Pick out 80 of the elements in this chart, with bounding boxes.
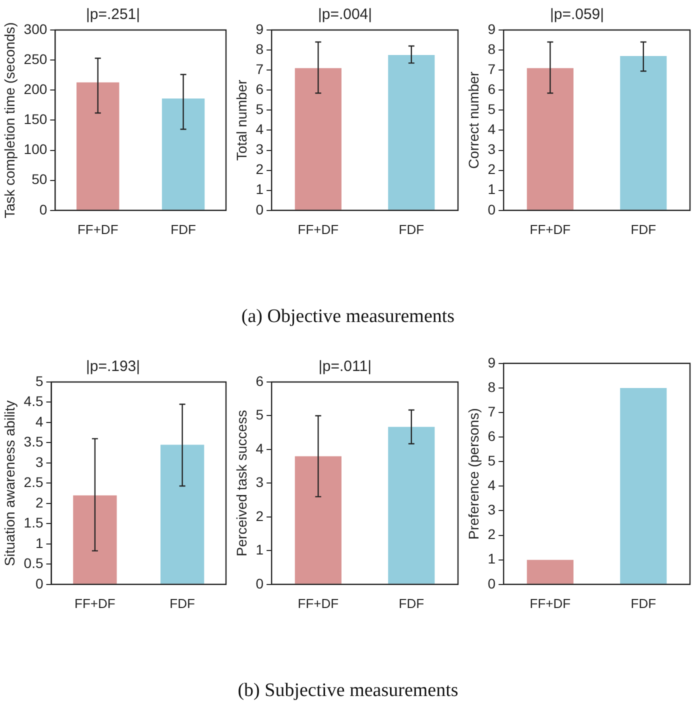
y-tick-label: 5 [488,452,496,468]
y-tick-label: 3 [488,502,496,518]
y-tick-label: 8 [256,40,264,57]
text: (a) Objective measurements [240,306,456,328]
y-tick-label: 7 [256,60,264,77]
x-tick-label: FF+DF [530,596,571,611]
y-tick-label: 300 [24,20,48,37]
y-tick-label: 4 [256,440,264,456]
x-tick-label: FF+DF [298,222,339,237]
y-tick-label: 2.5 [24,474,44,490]
y-tick-label: 9 [256,20,264,37]
y-tick-label: 2 [35,494,44,510]
y-tick-label: 2 [256,508,264,524]
y-tick-label: 4 [256,121,264,138]
y-tick-label: 0 [488,575,496,592]
y-tick-label: 2 [488,161,496,178]
y-tick-label: 3 [35,454,44,470]
x-tick-label: FDF [170,596,196,611]
x-tick-label: FF+DF [298,596,339,611]
x-tick-label: FDF [170,222,196,237]
y-axis-title: Perceived task success [233,410,250,556]
y-tick-label: 3 [256,141,264,158]
y-tick-label: 7 [488,403,496,420]
y-tick-label: 8 [488,40,496,57]
x-tick-label: FF+DF [74,596,116,611]
y-tick-label: 50 [32,171,48,188]
y-tick-label: 6 [488,428,496,444]
y-tick-label: 150 [24,111,48,128]
y-tick-label: 6 [488,80,496,97]
y-tick-label: 3 [488,141,496,158]
y-tick-label: 1 [256,542,264,558]
y-tick-label: 0 [256,201,264,218]
y-tick-label: 4 [488,477,496,494]
y-tick-label: 5 [256,406,264,423]
y-tick-label: 3.5 [24,434,44,450]
y-tick-label: 0 [256,575,264,592]
y-tick-label: 4.5 [24,393,44,410]
y-tick-label: 6 [256,372,264,389]
y-tick-label: 5 [256,101,264,118]
x-tick-label: FDF [398,222,424,237]
y-axis-title: Correct number [465,71,482,169]
y-tick-label: 9 [488,354,496,370]
y-axis-title: Task completion time (seconds) [1,22,18,218]
y-tick-label: 8 [488,378,496,395]
y-tick-label: 6 [256,80,264,97]
y-tick-label: 2 [256,161,264,178]
x-tick-label: FDF [398,596,424,611]
text: (b) Subjective measurements [236,680,460,702]
y-axis-title: Total number [233,79,250,161]
y-tick-label: 1 [256,181,264,198]
y-tick-label: 1.5 [24,514,44,531]
y-axis-title: Preference (persons) [465,408,482,540]
y-tick-label: 5 [488,101,496,118]
y-tick-label: 100 [24,141,48,158]
x-tick-label: FF+DF [77,222,118,237]
chart-title: |p=.193| [86,358,140,376]
y-tick-label: 4 [35,413,44,430]
y-tick-label: 1 [35,534,44,551]
y-tick-label: 0 [35,575,44,592]
y-tick-label: 0.5 [24,555,44,572]
x-tick-label: FDF [630,596,656,611]
y-tick-label: 4 [488,121,496,138]
y-tick-label: 9 [488,20,496,37]
chart-title: |p=.004| [318,6,372,24]
chart-title: |p=.011| [318,358,372,376]
y-tick-label: 200 [24,80,48,97]
chart-title: |p=.059| [550,6,604,24]
y-axis-title: Situation awareness ability [1,400,18,566]
chart-title: |p=.251| [86,6,140,24]
y-tick-label: 1 [488,181,496,198]
y-tick-label: 1 [488,550,496,567]
y-tick-label: 5 [35,372,44,389]
x-tick-label: FDF [630,222,656,237]
x-tick-label: FF+DF [530,222,571,237]
y-tick-label: 250 [24,50,48,67]
y-tick-label: 7 [488,60,496,77]
y-tick-label: 0 [488,201,496,218]
y-tick-label: 2 [488,526,496,542]
y-tick-label: 3 [256,474,264,490]
y-tick-label: 0 [39,201,48,218]
